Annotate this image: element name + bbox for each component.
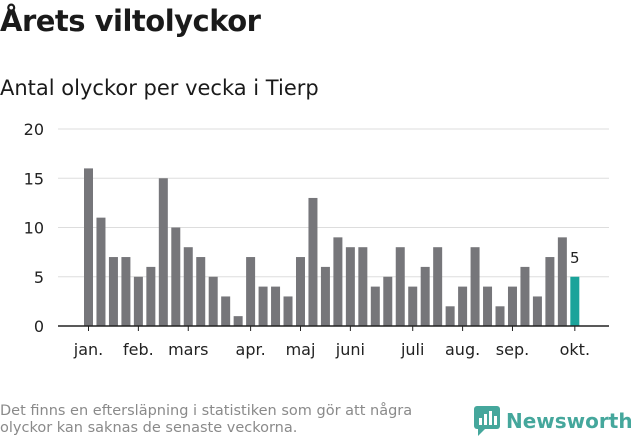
x-tick-label: mars bbox=[168, 340, 208, 359]
newsworthy-logo: Newsworthy bbox=[474, 406, 631, 436]
bar bbox=[196, 257, 206, 326]
bar bbox=[108, 257, 118, 326]
bar bbox=[507, 286, 517, 326]
bar bbox=[308, 197, 318, 326]
bar bbox=[495, 306, 505, 326]
highlight-value-label: 5 bbox=[570, 249, 580, 267]
x-tick-label: feb. bbox=[123, 340, 154, 359]
bar bbox=[358, 247, 368, 326]
chart-subtitle: Antal olyckor per vecka i Tierp bbox=[0, 76, 319, 100]
bar bbox=[171, 227, 181, 326]
y-tick-label: 0 bbox=[34, 317, 44, 336]
bar bbox=[483, 286, 493, 326]
x-tick-label: aug. bbox=[445, 340, 480, 359]
bar bbox=[283, 296, 293, 326]
bar bbox=[333, 237, 343, 326]
bar bbox=[295, 257, 305, 326]
bar bbox=[383, 276, 393, 326]
bar bbox=[345, 247, 355, 326]
bar bbox=[84, 168, 93, 326]
bar-chart: 0 5 10 15 20 jan. feb. mars apr. maj juni juli aug.… bbox=[24, 120, 609, 359]
x-tick-label: okt. bbox=[560, 340, 590, 359]
brand-name: Newsworthy bbox=[506, 409, 631, 433]
bar bbox=[395, 247, 405, 326]
bar bbox=[458, 286, 468, 326]
y-tick-label: 20 bbox=[24, 120, 44, 139]
bar bbox=[246, 257, 256, 326]
newsworthy-logo-icon bbox=[474, 406, 500, 436]
bar bbox=[258, 286, 268, 326]
bar bbox=[133, 276, 143, 326]
bar bbox=[520, 266, 530, 326]
bar bbox=[532, 296, 542, 326]
annotations: 5 bbox=[570, 249, 580, 267]
bar bbox=[271, 286, 281, 326]
x-tick-label: juni bbox=[335, 340, 365, 359]
y-tick-label: 10 bbox=[24, 219, 44, 238]
bar bbox=[470, 247, 480, 326]
bar bbox=[420, 266, 430, 326]
x-tick-label: maj bbox=[286, 340, 316, 359]
bar bbox=[433, 247, 443, 326]
bar bbox=[208, 276, 218, 326]
bar bbox=[146, 266, 156, 326]
bar bbox=[557, 237, 567, 326]
bar bbox=[221, 296, 231, 326]
bar bbox=[183, 247, 193, 326]
y-tick-label: 15 bbox=[24, 169, 44, 188]
x-tick-label: sep. bbox=[496, 340, 529, 359]
bar-highlight bbox=[570, 276, 580, 326]
y-axis-ticks: 0 5 10 15 20 bbox=[24, 120, 44, 336]
x-axis-labels: jan. feb. mars apr. maj juni juli aug. sep. okt. bbox=[73, 326, 590, 359]
bar bbox=[158, 178, 168, 326]
bar bbox=[233, 316, 243, 326]
bar bbox=[96, 217, 106, 326]
bar bbox=[121, 257, 131, 326]
chart-title: Årets viltolyckor bbox=[0, 4, 261, 38]
footnote: Det finns en eftersläpning i statistiken… bbox=[0, 403, 413, 436]
x-tick-label: apr. bbox=[236, 340, 266, 359]
bar bbox=[370, 286, 380, 326]
y-tick-label: 5 bbox=[34, 268, 44, 287]
bar bbox=[445, 306, 455, 326]
bar bbox=[320, 266, 330, 326]
x-tick-label: juli bbox=[400, 340, 424, 359]
bars bbox=[84, 168, 580, 326]
bar bbox=[545, 257, 555, 326]
bar bbox=[408, 286, 418, 326]
x-tick-label: jan. bbox=[73, 340, 103, 359]
